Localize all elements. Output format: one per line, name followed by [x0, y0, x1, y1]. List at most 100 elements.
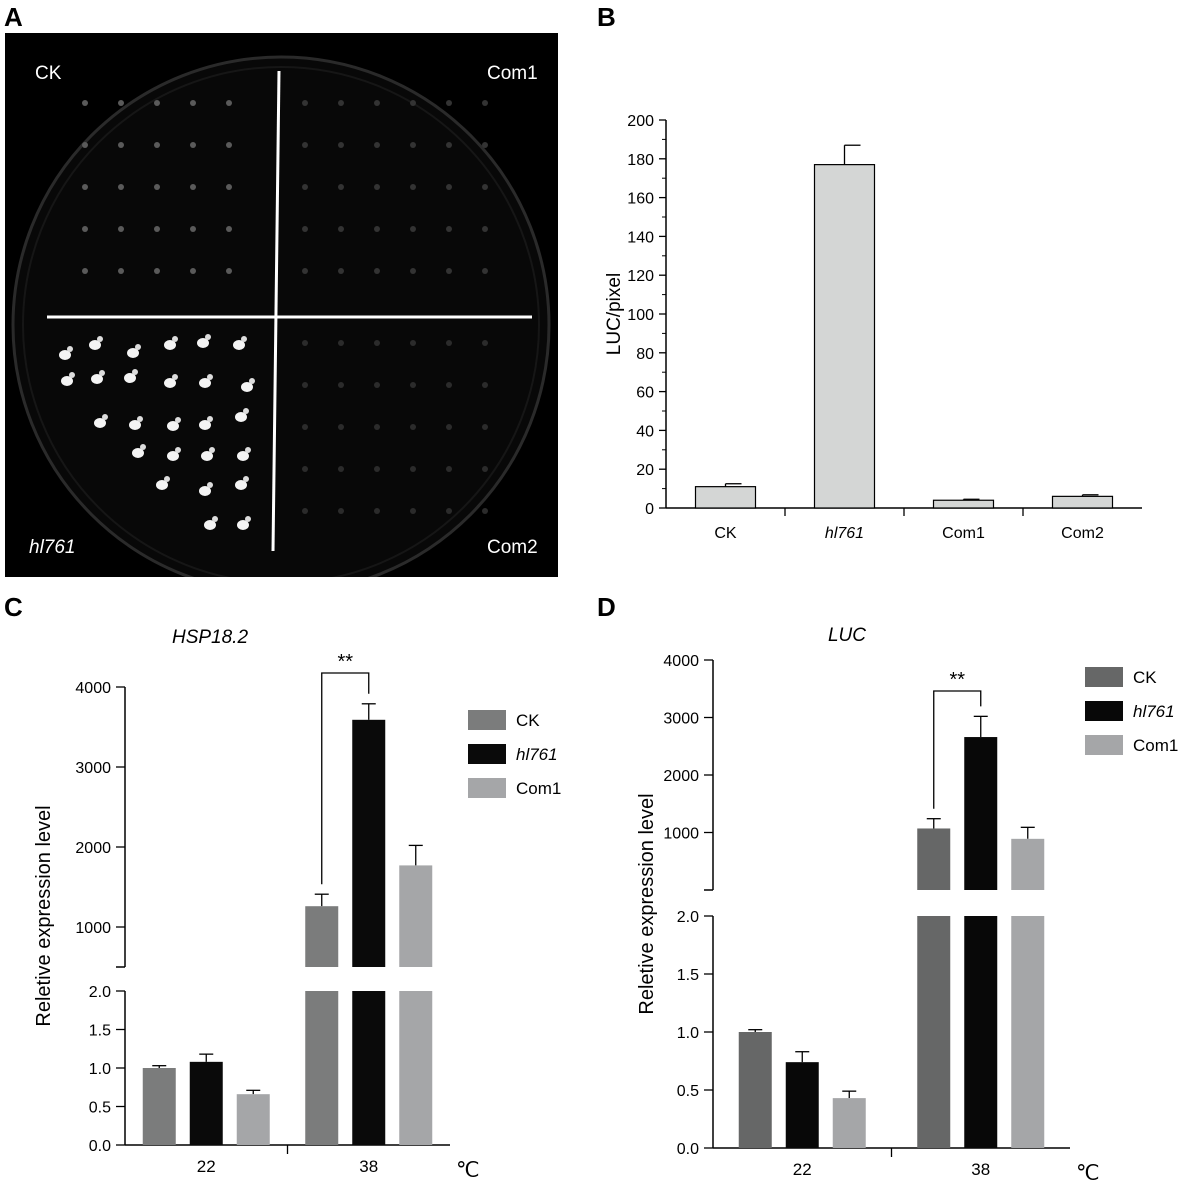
seedling-dim [226, 184, 232, 190]
seedling-dim [482, 466, 488, 472]
y-tick-label: 0 [645, 501, 654, 518]
bar-lower-hl761-38 [964, 916, 998, 1148]
seedling-dim [374, 340, 380, 346]
y-tick-label-upper: 3000 [663, 711, 699, 728]
seedling-dim [446, 184, 452, 190]
seedling-dim [482, 184, 488, 190]
bar-ck-22 [738, 1032, 772, 1148]
bar-com1-38 [1011, 838, 1045, 890]
bar-ck-38 [305, 906, 339, 967]
seedling-dim [446, 100, 452, 106]
significance-bracket [933, 690, 982, 809]
chart-b: 0 20 40 60 80 100 120 140 160 180 200 LUC/pixel CK hl… [590, 80, 1170, 560]
panel-label-d: D [597, 592, 616, 622]
seedling-bright [132, 369, 138, 375]
seedling-dim [482, 100, 488, 106]
y-tick-label-upper: 4000 [75, 680, 111, 697]
seedling-dim [302, 268, 308, 274]
seedling-bright [135, 344, 141, 350]
seedling-dim [338, 184, 344, 190]
plate-image: CK Com1 hl761 Com2 [5, 33, 558, 595]
bar-lower-com1-38 [1011, 916, 1045, 1148]
seedling-dim [118, 142, 124, 148]
seedling-dim [302, 466, 308, 472]
seedling-dim [410, 184, 416, 190]
y-tick-label-upper: 3000 [75, 760, 111, 777]
seedling-dim [190, 100, 196, 106]
significance-label: ** [337, 651, 353, 673]
seedling-dim [338, 382, 344, 388]
y-tick-label-upper: 1000 [75, 920, 111, 937]
bar-lower-ck-38 [305, 991, 339, 1145]
seedling-dim [374, 142, 380, 148]
legend-swatch-ck [468, 710, 506, 730]
x-tick-label-com1: Com1 [942, 525, 985, 542]
y-tick-label-lower: 1.0 [89, 1061, 111, 1078]
seedling-dim [302, 508, 308, 514]
bar-ck [694, 486, 757, 509]
seedling-dim [482, 226, 488, 232]
legend-label-com1: Com1 [516, 779, 561, 798]
seedling-bright [69, 372, 75, 378]
y-tick-label: 20 [636, 462, 654, 479]
seedling-bright [172, 336, 178, 342]
seedling-dim [154, 268, 160, 274]
seedling-bright [164, 378, 176, 388]
chart-c-svg: HSP18.2 Reletive expression level 1000 2000… [33, 627, 561, 1182]
seedling-bright [137, 416, 143, 422]
seedling-dim [154, 100, 160, 106]
seedling-dim [118, 268, 124, 274]
y-tick-label-lower: 0.5 [677, 1083, 699, 1100]
y-tick-label: 140 [627, 229, 654, 246]
seedling-dim [118, 100, 124, 106]
seedling-bright [197, 338, 209, 348]
seedling-dim [410, 382, 416, 388]
seedling-bright [199, 420, 211, 430]
seedling-bright [99, 370, 105, 376]
seedling-dim [338, 142, 344, 148]
bar-hl761 [813, 164, 876, 509]
seedling-bright [207, 416, 213, 422]
seedling-bright [212, 516, 218, 522]
seedling-dim [82, 226, 88, 232]
seedling-bright [245, 447, 251, 453]
seedling-dim [482, 142, 488, 148]
y-axis-label: Reletive expression level [33, 805, 55, 1026]
seedling-bright [91, 374, 103, 384]
legend-label-com1: Com1 [1133, 736, 1178, 755]
legend-label-ck: CK [1133, 668, 1157, 687]
seedling-dim [302, 226, 308, 232]
seedling-dim [374, 184, 380, 190]
seedling-dim [226, 142, 232, 148]
seedling-group [59, 100, 488, 530]
seedling-bright [241, 382, 253, 392]
chart-b-svg: 0 20 40 60 80 100 120 140 160 180 200 LUC/pixel CK hl… [604, 113, 1142, 542]
seedling-bright [129, 420, 141, 430]
seedling-dim [302, 100, 308, 106]
seedling-dim [154, 142, 160, 148]
seedling-bright [199, 378, 211, 388]
seedling-dim [190, 184, 196, 190]
seedling-dim [482, 424, 488, 430]
seedling-dim [410, 466, 416, 472]
seedling-dim [446, 466, 452, 472]
bar-com1-22 [832, 1098, 866, 1148]
seedling-dim [302, 340, 308, 346]
seedling-dim [302, 382, 308, 388]
seedling-dim [338, 268, 344, 274]
y-axis-label: Reletive expression level [636, 793, 658, 1014]
seedling-bright [201, 451, 213, 461]
y-tick-label-lower: 1.5 [677, 967, 699, 984]
seedling-dim [410, 340, 416, 346]
x-tick-label-22: 22 [793, 1160, 812, 1179]
seedling-dim [446, 340, 452, 346]
x-tick-label-38: 38 [971, 1160, 990, 1179]
seedling-dim [482, 382, 488, 388]
seedling-dim [446, 226, 452, 232]
panel-label-a: A [4, 2, 23, 32]
x-tick-label-com2: Com2 [1061, 525, 1104, 542]
bar-com1 [932, 499, 995, 509]
seedling-dim [338, 424, 344, 430]
seedling-dim [154, 226, 160, 232]
bar-com2 [1051, 495, 1114, 509]
